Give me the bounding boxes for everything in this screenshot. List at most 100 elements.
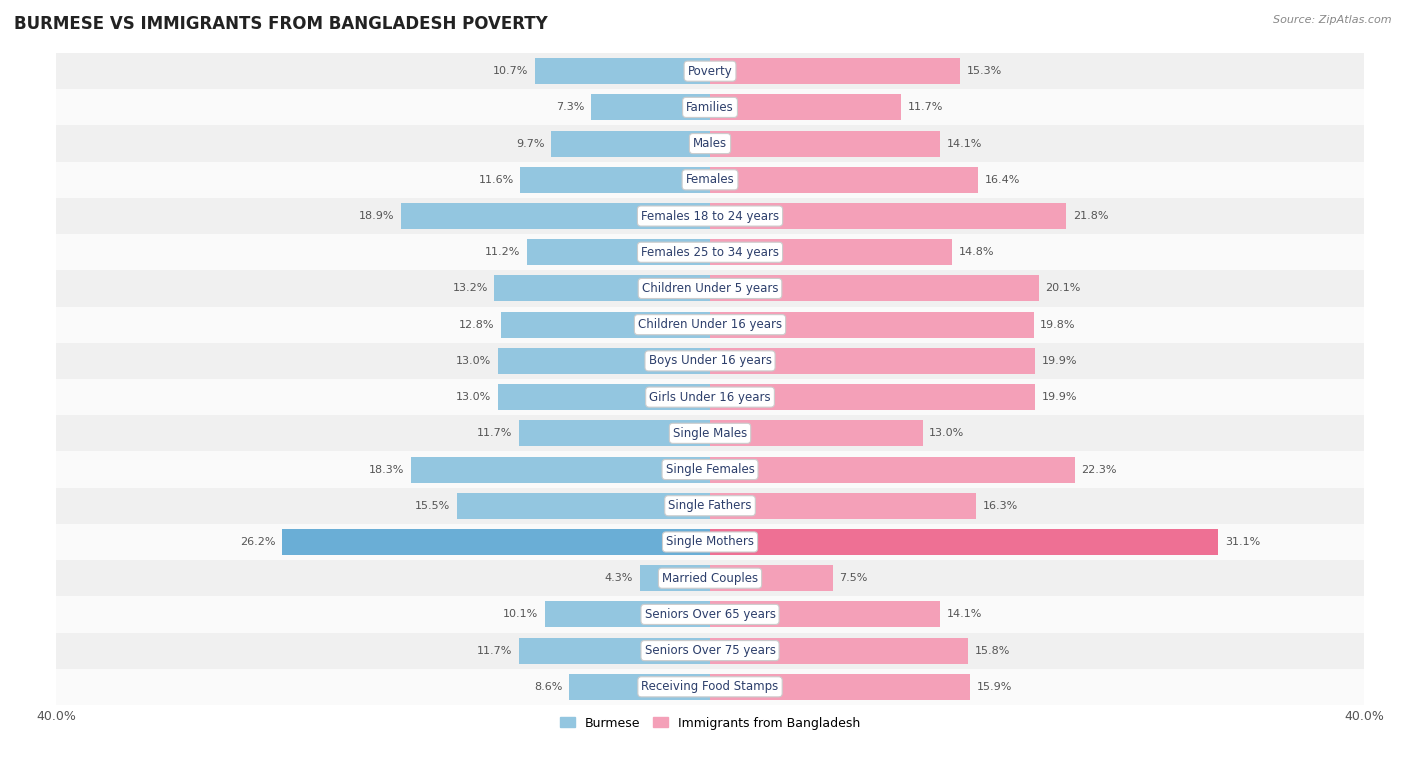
Bar (56, 53, 1364, 89)
Bar (551, 130, 710, 157)
Text: Seniors Over 75 years: Seniors Over 75 years (644, 644, 776, 657)
Bar (710, 58, 960, 84)
Text: 11.6%: 11.6% (478, 175, 515, 185)
Text: Poverty: Poverty (688, 64, 733, 77)
Text: Females: Females (686, 174, 734, 186)
Text: Single Females: Single Females (665, 463, 755, 476)
Bar (710, 94, 901, 121)
Bar (546, 601, 710, 628)
Text: Families: Families (686, 101, 734, 114)
Text: 13.0%: 13.0% (456, 392, 491, 402)
Text: 19.9%: 19.9% (1042, 392, 1077, 402)
Text: 12.8%: 12.8% (458, 320, 495, 330)
Bar (591, 94, 710, 121)
Text: 18.3%: 18.3% (368, 465, 405, 475)
Text: Married Couples: Married Couples (662, 572, 758, 584)
Text: BURMESE VS IMMIGRANTS FROM BANGLADESH POVERTY: BURMESE VS IMMIGRANTS FROM BANGLADESH PO… (14, 15, 548, 33)
Bar (520, 167, 710, 193)
Bar (56, 234, 1364, 271)
Text: 11.7%: 11.7% (908, 102, 943, 112)
Bar (56, 198, 1364, 234)
Text: 4.3%: 4.3% (605, 573, 633, 583)
Text: Boys Under 16 years: Boys Under 16 years (648, 355, 772, 368)
Text: Females 25 to 34 years: Females 25 to 34 years (641, 246, 779, 258)
Bar (710, 130, 941, 157)
Text: 13.2%: 13.2% (453, 283, 488, 293)
Text: Females 18 to 24 years: Females 18 to 24 years (641, 209, 779, 223)
Bar (56, 415, 1364, 452)
Text: 31.1%: 31.1% (1225, 537, 1260, 547)
Text: 19.8%: 19.8% (1040, 320, 1076, 330)
Text: 15.5%: 15.5% (415, 501, 450, 511)
Text: 22.3%: 22.3% (1081, 465, 1116, 475)
Text: 15.8%: 15.8% (974, 646, 1010, 656)
Bar (56, 306, 1364, 343)
Text: 7.5%: 7.5% (839, 573, 868, 583)
Bar (56, 343, 1364, 379)
Text: 15.9%: 15.9% (976, 682, 1012, 692)
Text: Single Mothers: Single Mothers (666, 535, 754, 549)
Bar (401, 203, 710, 229)
Text: 15.3%: 15.3% (967, 66, 1002, 76)
Bar (710, 240, 952, 265)
Bar (56, 161, 1364, 198)
Bar (498, 384, 710, 410)
Text: 19.9%: 19.9% (1042, 356, 1077, 366)
Bar (710, 275, 1039, 302)
Text: 10.7%: 10.7% (494, 66, 529, 76)
Bar (710, 348, 1035, 374)
Bar (501, 312, 710, 338)
Bar (710, 601, 941, 628)
Text: 11.7%: 11.7% (477, 428, 512, 438)
Bar (536, 58, 710, 84)
Text: 21.8%: 21.8% (1073, 211, 1108, 221)
Bar (56, 271, 1364, 306)
Legend: Burmese, Immigrants from Bangladesh: Burmese, Immigrants from Bangladesh (555, 712, 865, 735)
Text: 11.2%: 11.2% (485, 247, 520, 257)
Bar (710, 420, 922, 446)
Text: 9.7%: 9.7% (516, 139, 546, 149)
Bar (710, 203, 1066, 229)
Text: 14.1%: 14.1% (948, 139, 983, 149)
Bar (710, 493, 976, 518)
Bar (457, 493, 710, 518)
Bar (710, 312, 1033, 338)
Text: Single Fathers: Single Fathers (668, 500, 752, 512)
Bar (519, 637, 710, 664)
Bar (710, 637, 969, 664)
Bar (710, 674, 970, 700)
Bar (56, 487, 1364, 524)
Text: Source: ZipAtlas.com: Source: ZipAtlas.com (1274, 15, 1392, 25)
Bar (281, 529, 710, 555)
Bar (56, 597, 1364, 632)
Bar (640, 565, 710, 591)
Text: 14.8%: 14.8% (959, 247, 994, 257)
Text: 26.2%: 26.2% (240, 537, 276, 547)
Text: Children Under 5 years: Children Under 5 years (641, 282, 779, 295)
Bar (710, 456, 1074, 483)
Bar (495, 275, 710, 302)
Bar (56, 524, 1364, 560)
Bar (56, 379, 1364, 415)
Text: Receiving Food Stamps: Receiving Food Stamps (641, 681, 779, 694)
Bar (569, 674, 710, 700)
Text: 8.6%: 8.6% (534, 682, 562, 692)
Text: Seniors Over 65 years: Seniors Over 65 years (644, 608, 776, 621)
Text: 18.9%: 18.9% (359, 211, 395, 221)
Bar (56, 669, 1364, 705)
Bar (411, 456, 710, 483)
Text: 16.3%: 16.3% (983, 501, 1018, 511)
Bar (710, 384, 1035, 410)
Bar (710, 565, 832, 591)
Text: 10.1%: 10.1% (503, 609, 538, 619)
Text: Males: Males (693, 137, 727, 150)
Text: 16.4%: 16.4% (984, 175, 1019, 185)
Text: 13.0%: 13.0% (456, 356, 491, 366)
Text: 13.0%: 13.0% (929, 428, 965, 438)
Text: 20.1%: 20.1% (1045, 283, 1080, 293)
Text: Girls Under 16 years: Girls Under 16 years (650, 390, 770, 403)
Text: 14.1%: 14.1% (948, 609, 983, 619)
Bar (710, 529, 1219, 555)
Bar (56, 89, 1364, 126)
Bar (519, 420, 710, 446)
